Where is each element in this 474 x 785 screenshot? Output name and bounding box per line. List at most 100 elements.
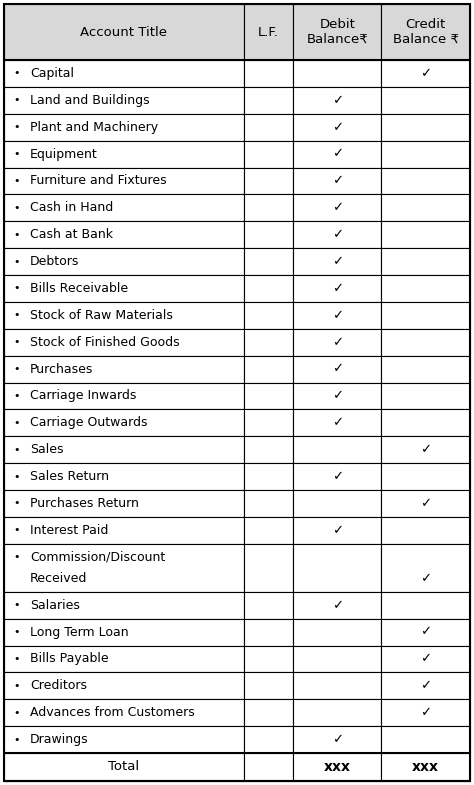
Bar	[244, 114, 293, 141]
Bar	[4, 726, 244, 753]
Text: ✓: ✓	[420, 444, 431, 456]
Text: ✓: ✓	[332, 733, 343, 746]
Bar	[293, 517, 382, 544]
Text: ✓: ✓	[332, 309, 343, 322]
Bar	[4, 248, 244, 275]
Bar	[4, 87, 244, 114]
Bar	[244, 329, 293, 356]
Text: Sales: Sales	[30, 444, 64, 456]
Text: •: •	[14, 364, 20, 374]
Text: •: •	[14, 418, 20, 428]
Bar	[293, 490, 382, 517]
Text: Debit
Balance₹: Debit Balance₹	[306, 18, 368, 46]
Text: Received: Received	[30, 572, 87, 586]
Bar	[244, 248, 293, 275]
Bar	[293, 645, 382, 673]
Bar	[293, 753, 382, 781]
Text: •: •	[14, 601, 20, 610]
Text: •: •	[14, 391, 20, 401]
Text: Carriage Inwards: Carriage Inwards	[30, 389, 137, 403]
Bar	[382, 60, 470, 87]
Bar	[293, 248, 382, 275]
Bar	[382, 673, 470, 699]
Text: ✓: ✓	[332, 416, 343, 429]
Bar	[244, 463, 293, 490]
Text: •: •	[14, 283, 20, 294]
Text: •: •	[14, 95, 20, 105]
Bar	[4, 275, 244, 302]
Bar	[244, 436, 293, 463]
Bar	[382, 382, 470, 409]
Text: ✓: ✓	[332, 389, 343, 403]
Bar	[382, 356, 470, 382]
Text: •: •	[14, 149, 20, 159]
Text: ✓: ✓	[332, 363, 343, 375]
Bar	[293, 544, 382, 592]
Text: ✓: ✓	[332, 148, 343, 161]
Bar	[244, 4, 293, 60]
Bar	[4, 463, 244, 490]
Bar	[382, 87, 470, 114]
Text: Stock of Raw Materials: Stock of Raw Materials	[30, 309, 173, 322]
Bar	[293, 726, 382, 753]
Bar	[244, 544, 293, 592]
Text: Drawings: Drawings	[30, 733, 89, 746]
Text: xxx: xxx	[412, 760, 439, 774]
Text: ✓: ✓	[420, 626, 431, 638]
Text: •: •	[14, 681, 20, 691]
Bar	[293, 436, 382, 463]
Bar	[293, 356, 382, 382]
Text: ✓: ✓	[420, 67, 431, 80]
Bar	[382, 517, 470, 544]
Text: Sales Return: Sales Return	[30, 470, 109, 483]
Text: ✓: ✓	[332, 470, 343, 483]
Bar	[293, 4, 382, 60]
Bar	[382, 248, 470, 275]
Bar	[244, 221, 293, 248]
Bar	[244, 619, 293, 645]
Text: Long Term Loan: Long Term Loan	[30, 626, 128, 638]
Text: ✓: ✓	[332, 228, 343, 241]
Bar	[382, 436, 470, 463]
Bar	[244, 673, 293, 699]
Bar	[4, 645, 244, 673]
Text: Purchases Return: Purchases Return	[30, 497, 139, 510]
Bar	[244, 490, 293, 517]
Bar	[244, 726, 293, 753]
Bar	[4, 167, 244, 195]
Bar	[293, 382, 382, 409]
Bar	[293, 699, 382, 726]
Bar	[244, 409, 293, 436]
Bar	[244, 517, 293, 544]
Bar	[382, 726, 470, 753]
Bar	[293, 329, 382, 356]
Text: •: •	[14, 708, 20, 717]
Text: Debtors: Debtors	[30, 255, 79, 268]
Text: ✓: ✓	[332, 524, 343, 537]
Bar	[382, 329, 470, 356]
Bar	[4, 329, 244, 356]
Text: ✓: ✓	[332, 201, 343, 214]
Bar	[4, 60, 244, 87]
Bar	[382, 409, 470, 436]
Text: Plant and Machinery: Plant and Machinery	[30, 121, 158, 133]
Bar	[293, 221, 382, 248]
Bar	[4, 517, 244, 544]
Text: Total: Total	[109, 761, 139, 773]
Bar	[382, 699, 470, 726]
Bar	[4, 356, 244, 382]
Bar	[293, 114, 382, 141]
Bar	[382, 645, 470, 673]
Bar	[244, 356, 293, 382]
Bar	[382, 141, 470, 167]
Bar	[382, 195, 470, 221]
Text: ✓: ✓	[332, 282, 343, 295]
Bar	[382, 490, 470, 517]
Bar	[382, 114, 470, 141]
Bar	[4, 436, 244, 463]
Bar	[382, 463, 470, 490]
Bar	[4, 302, 244, 329]
Text: Bills Receivable: Bills Receivable	[30, 282, 128, 295]
Bar	[293, 195, 382, 221]
Bar	[382, 221, 470, 248]
